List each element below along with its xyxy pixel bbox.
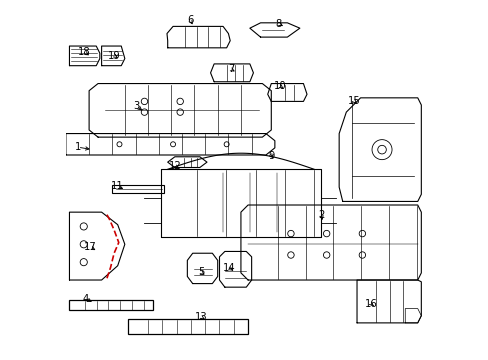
Text: 18: 18: [78, 48, 91, 58]
Text: 14: 14: [223, 263, 235, 273]
Text: 7: 7: [227, 64, 234, 74]
Text: 10: 10: [274, 81, 286, 91]
Text: 2: 2: [318, 210, 324, 220]
Text: 11: 11: [111, 181, 124, 192]
Text: 1: 1: [74, 142, 81, 152]
Text: 19: 19: [108, 51, 121, 61]
Text: 8: 8: [275, 18, 281, 28]
Text: 12: 12: [168, 161, 181, 171]
Bar: [112, 185, 164, 193]
Bar: [69, 300, 153, 310]
Text: 3: 3: [133, 101, 140, 111]
Text: 4: 4: [82, 294, 88, 303]
Text: 9: 9: [267, 151, 274, 161]
Text: 15: 15: [347, 96, 360, 107]
Text: 13: 13: [194, 312, 207, 322]
Text: 17: 17: [83, 242, 96, 252]
Text: 16: 16: [364, 298, 377, 309]
Bar: [128, 319, 247, 334]
Text: 5: 5: [197, 267, 203, 277]
Text: 6: 6: [186, 15, 193, 25]
